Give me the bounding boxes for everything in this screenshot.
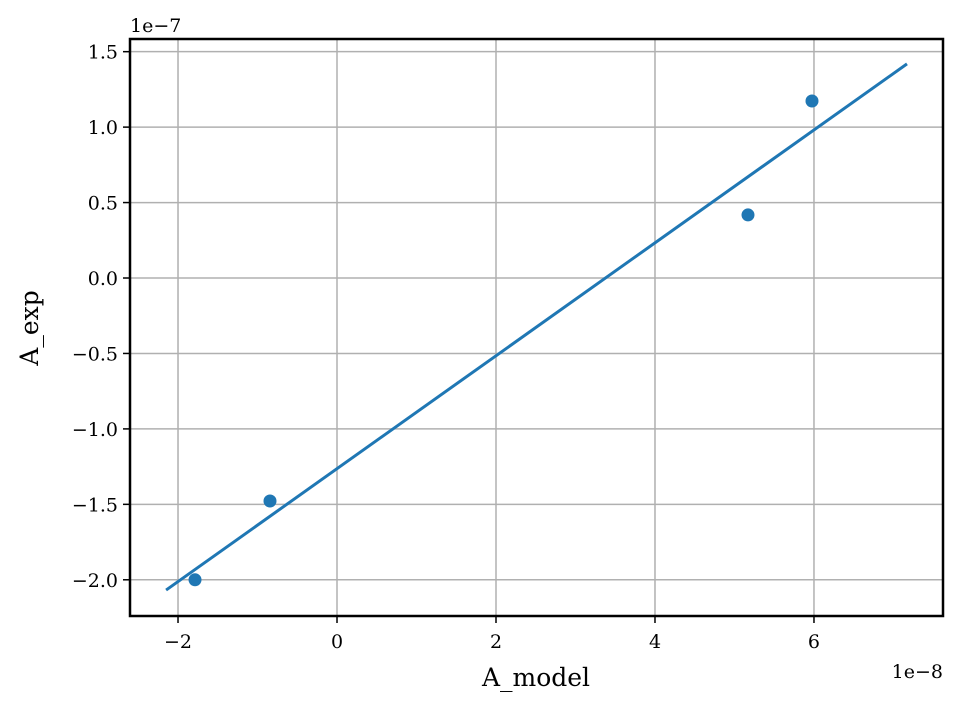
point	[263, 494, 277, 508]
y-tick-label: 0.5	[88, 193, 118, 215]
y-tick-label: 0.0	[88, 268, 118, 290]
y-tick-label: −2.0	[72, 570, 118, 592]
y-offset-text: 1e−7	[130, 15, 181, 37]
y-axis-label: A_exp	[15, 290, 44, 366]
x-tick-label: 4	[649, 631, 661, 653]
y-tick-label: 1.5	[88, 42, 118, 64]
x-tick-label: 6	[808, 631, 820, 653]
fit-line	[165, 62, 908, 592]
y-tick-label: −0.5	[72, 343, 118, 365]
x-offset-text: 1e−8	[892, 661, 943, 683]
y-tick-label: −1.5	[72, 494, 118, 516]
x-tick-label: 2	[490, 631, 502, 653]
point	[805, 94, 819, 108]
y-tick-label: −1.0	[72, 419, 118, 441]
x-tick-label: −2	[164, 631, 192, 653]
plot-frame	[128, 37, 945, 618]
point	[741, 208, 755, 222]
point	[188, 573, 202, 587]
y-tick-label: 1.0	[88, 117, 118, 139]
x-tick-label: 0	[331, 631, 343, 653]
x-axis-label: A_model	[481, 663, 590, 692]
